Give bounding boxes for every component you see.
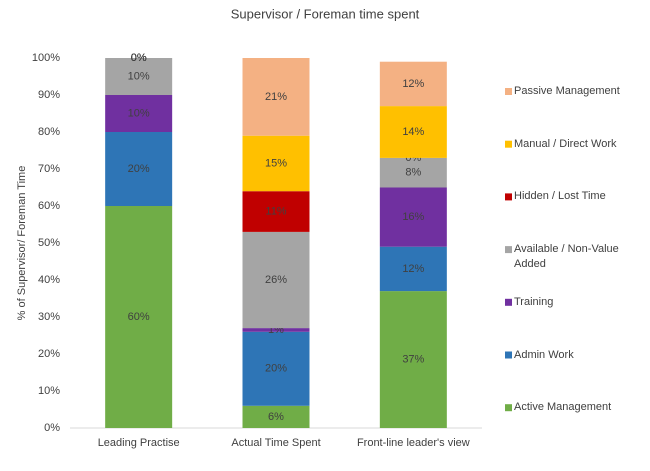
legend-label: Hidden / Lost Time [514,190,606,203]
legend-label: Manual / Direct Work [514,137,617,150]
y-tick-label: 70% [38,163,60,175]
bar-segment [242,191,310,232]
legend-swatch [505,246,512,254]
data-label: 26% [265,274,287,286]
x-tick-label: Actual Time Spent [231,437,320,449]
data-label: 0% [131,52,147,64]
bar-segment [242,231,310,329]
data-label: 10% [128,70,150,82]
y-tick-label: 10% [38,385,60,397]
data-label: 20% [128,163,150,175]
legend-label: Training [514,295,554,308]
bar-segment [105,132,173,206]
data-label: 0% [131,52,147,64]
y-axis-label: % of Supervisor/ Foreman Time [16,166,28,321]
bar-segment [379,187,447,247]
bar-segment [379,106,447,158]
legend-swatch [505,193,512,201]
legend-label: Available / Non-Value Added [514,243,619,271]
legend-swatch [505,88,512,95]
legend-label: Active Management [514,401,612,414]
bar-segment [242,328,310,332]
bar-segment [242,58,310,136]
legend-swatch [505,351,512,359]
legend-swatch [505,404,512,412]
bar-segment [242,135,310,192]
data-label: 37% [402,353,424,365]
y-tick-label: 60% [38,200,60,212]
y-tick-label: 40% [38,274,60,286]
bar-segment [379,291,447,428]
data-label: 21% [265,91,287,103]
legend-label: Admin Work [514,348,574,361]
legend-swatch [505,298,512,306]
x-tick-label: Front-line leader's view [357,437,470,449]
legend-swatch [505,140,512,148]
bar-segment [379,61,447,107]
y-tick-label: 100% [32,52,60,64]
data-label: 10% [128,107,150,119]
data-label: 12% [402,78,424,90]
data-label: 60% [128,311,150,323]
data-label: 12% [402,263,424,275]
data-label: 20% [265,363,287,375]
legend-label: Passive Management [514,85,620,97]
data-label: 6% [268,411,284,423]
data-label: 14% [402,126,424,138]
data-label: 15% [265,157,287,169]
bar-segment [379,157,447,188]
y-tick-label: 50% [38,237,60,249]
x-tick-label: Leading Practise [98,437,180,449]
bar-segment [105,58,173,95]
bar-segment [242,405,310,428]
bar-segment [242,331,310,406]
y-tick-label: 30% [38,311,60,323]
data-label: 11% [265,205,286,217]
y-tick-label: 90% [38,89,60,101]
y-tick-label: 20% [38,348,60,360]
y-tick-label: 0% [44,422,60,434]
data-label: 16% [402,211,424,223]
y-tick-label: 80% [38,126,60,138]
bar-segment [105,206,173,428]
bar-segment [105,95,173,132]
data-label: 8% [405,167,421,179]
bar-segment [379,246,447,292]
chart-title: Supervisor / Foreman time spent [231,6,420,21]
data-label: 0% [131,52,147,64]
